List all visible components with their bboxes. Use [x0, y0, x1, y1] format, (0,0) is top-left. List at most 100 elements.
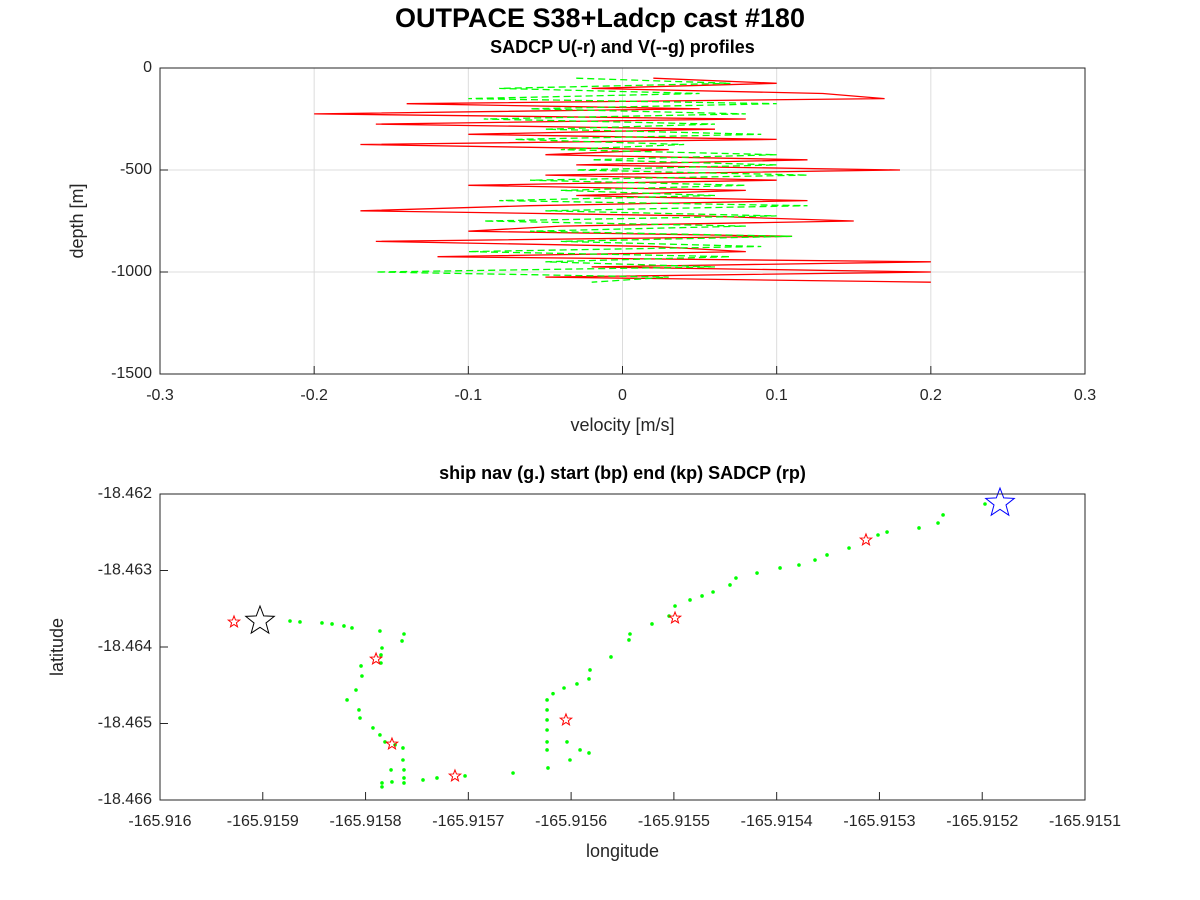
nav-dot: [330, 622, 334, 626]
nav-dot: [389, 768, 393, 772]
nav-dot: [545, 748, 549, 752]
y-tick-label: -18.466: [98, 791, 152, 808]
nav-dot: [342, 624, 346, 628]
nav-dot: [711, 590, 715, 594]
nav-dot: [847, 546, 851, 550]
nav-dot: [917, 526, 921, 530]
star-marker: [384, 736, 400, 751]
x-tick-label: 0: [618, 387, 627, 404]
nav-dot: [941, 513, 945, 517]
nav-dot: [390, 780, 394, 784]
x-tick-label: 0.3: [1074, 387, 1096, 404]
axes: -165.916 -165.9159 -165.9158 -165.9157 -165.…: [47, 463, 1121, 861]
nav-dot: [435, 776, 439, 780]
nav-dot: [797, 563, 801, 567]
nav-dot: [400, 639, 404, 643]
plot: [226, 486, 1016, 789]
star-marker: [858, 532, 874, 546]
nav-dot: [378, 629, 382, 633]
nav-dot: [562, 686, 566, 690]
x-tick-label: -165.9159: [227, 813, 299, 830]
x-tick-label: -0.1: [455, 387, 483, 404]
nav-dot: [401, 758, 405, 762]
nav-dot: [627, 638, 631, 642]
y-tick-label: -500: [120, 161, 152, 178]
plot: [314, 77, 931, 283]
nav-dot: [380, 781, 384, 785]
nav-dot: [354, 688, 358, 692]
nav-dot: [545, 698, 549, 702]
axes-title: SADCP U(-r) and V(--g) profiles: [490, 37, 755, 57]
nav-dot: [345, 698, 349, 702]
nav-dot: [545, 740, 549, 744]
nav-dot: [383, 740, 387, 744]
nav-dot: [755, 571, 759, 575]
x-tick-label: -165.9154: [741, 813, 813, 830]
y-tick-label: -18.462: [98, 485, 152, 502]
nav-dot: [378, 733, 382, 737]
nav-dot: [628, 632, 632, 636]
nav-dot: [401, 746, 405, 750]
star-marker: [226, 614, 242, 628]
nav-dot: [587, 677, 591, 681]
x-tick-label: -165.9156: [535, 813, 607, 830]
star-marker: [244, 604, 276, 635]
nav-dot: [359, 664, 363, 668]
nav-dot: [587, 751, 591, 755]
nav-dot: [402, 768, 406, 772]
y-tick-label: -18.465: [98, 715, 152, 732]
x-tick-label: -0.3: [146, 387, 174, 404]
nav-dot: [983, 502, 987, 506]
nav-dot: [463, 774, 467, 778]
nav-dot: [402, 632, 406, 636]
nav-dot: [568, 758, 572, 762]
nav-dot: [357, 708, 361, 712]
x-tick-label: -165.9151: [1049, 813, 1121, 830]
star-marker: [447, 768, 463, 782]
x-tick-label: -0.2: [300, 387, 328, 404]
y-tick-label: -1000: [111, 263, 152, 280]
nav-dot: [688, 598, 692, 602]
nav-dot: [380, 646, 384, 650]
nav-dot: [734, 576, 738, 580]
nav-dot: [700, 594, 704, 598]
y-tick-label: -18.463: [98, 562, 152, 579]
nav-dot: [575, 682, 579, 686]
nav-dot: [778, 566, 782, 570]
nav-dot: [673, 604, 677, 608]
nav-dot: [358, 716, 362, 720]
star-marker: [667, 610, 683, 625]
axes-box: [159, 67, 1086, 375]
nav-dot: [379, 653, 383, 657]
nav-dot: [728, 583, 732, 587]
x-axis-label: velocity [m/s]: [570, 415, 674, 435]
y-tick-label: -1500: [111, 365, 152, 382]
star-marker: [368, 651, 384, 666]
nav-dot: [371, 726, 375, 730]
nav-dot: [288, 619, 292, 623]
x-tick-label: -165.9153: [843, 813, 915, 830]
axes-title: ship nav (g.) start (bp) end (kp) SADCP …: [439, 463, 806, 483]
y-axis-label: latitude: [47, 618, 67, 676]
nav-dot: [320, 621, 324, 625]
x-axis-label: longitude: [586, 841, 659, 861]
x-tick-label: 0.2: [920, 387, 942, 404]
profile-line: [375, 77, 808, 283]
nav-dot: [350, 626, 354, 630]
nav-dot: [380, 785, 384, 789]
x-tick-label: -165.9157: [432, 813, 504, 830]
star-marker: [984, 486, 1016, 517]
y-axis-label: depth [m]: [67, 183, 87, 258]
nav-dot: [421, 778, 425, 782]
nav-dot: [360, 674, 364, 678]
x-tick-label: -165.9158: [330, 813, 402, 830]
nav-dot: [298, 620, 302, 624]
y-tick-label: 0: [143, 59, 152, 76]
nav-dot: [936, 521, 940, 525]
nav-dot: [545, 718, 549, 722]
x-tick-label: -165.9152: [946, 813, 1018, 830]
nav-dot: [813, 558, 817, 562]
nav-dot: [825, 553, 829, 557]
y-tick-label: -18.464: [98, 638, 152, 655]
